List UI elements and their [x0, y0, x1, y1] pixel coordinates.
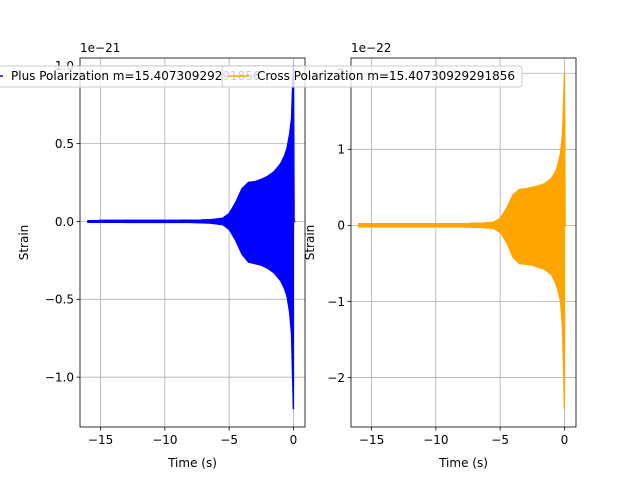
cross-offset-label: 1e−22 — [351, 41, 391, 55]
plus-y-tick-label-3: 0.5 — [55, 137, 74, 151]
cross-x-axis-label: Time (s) — [438, 456, 488, 470]
plus-x-ticks: −15 −10 −5 0 — [88, 427, 297, 447]
plus-x-tick-label-2: −5 — [220, 433, 238, 447]
cross-legend: Cross Polarization m=15.40730929291856 — [221, 65, 523, 88]
cross-waveform — [357, 72, 567, 409]
cross-y-tick-label-2: 0 — [337, 219, 345, 233]
cross-waveform-line — [357, 72, 567, 409]
cross-y-axis-label: Strain — [303, 225, 317, 261]
cross-legend-box — [221, 65, 523, 88]
plus-x-tick-label-3: 0 — [290, 433, 298, 447]
plus-x-tick-label-0: −15 — [88, 433, 113, 447]
cross-x-tick-label-0: −15 — [359, 433, 384, 447]
plus-axes-frame — [79, 57, 306, 428]
plus-offset-label: 1e−21 — [80, 41, 120, 55]
cross-y-tick-label-0: −2 — [327, 371, 345, 385]
cross-y-tick-label-3: 1 — [337, 143, 345, 157]
cross-axes-frame — [350, 57, 577, 428]
plus-waveform-line — [86, 65, 296, 410]
plus-legend: Plus Polarization m=15.40730929291856 — [0, 65, 269, 88]
plus-y-tick-label-2: 0.0 — [55, 215, 74, 229]
plus-legend-label: Plus Polarization m=15.40730929291856 — [11, 69, 261, 83]
plus-x-tick-label-1: −10 — [152, 433, 177, 447]
cross-y-tick-label-1: −1 — [327, 295, 345, 309]
plus-y-tick-label-1: −0.5 — [45, 293, 74, 307]
cross-x-tick-label-3: 0 — [561, 433, 569, 447]
cross-x-tick-label-2: −5 — [491, 433, 509, 447]
cross-x-tick-label-1: −10 — [423, 433, 448, 447]
cross-x-ticks: −15 −10 −5 0 — [359, 427, 568, 447]
cross-legend-label: Cross Polarization m=15.40730929291856 — [257, 69, 515, 83]
plus-y-axis-label: Strain — [17, 225, 31, 261]
plus-waveform — [86, 65, 296, 410]
plus-y-tick-label-0: −1.0 — [45, 370, 74, 384]
plus-x-axis-label: Time (s) — [167, 456, 217, 470]
